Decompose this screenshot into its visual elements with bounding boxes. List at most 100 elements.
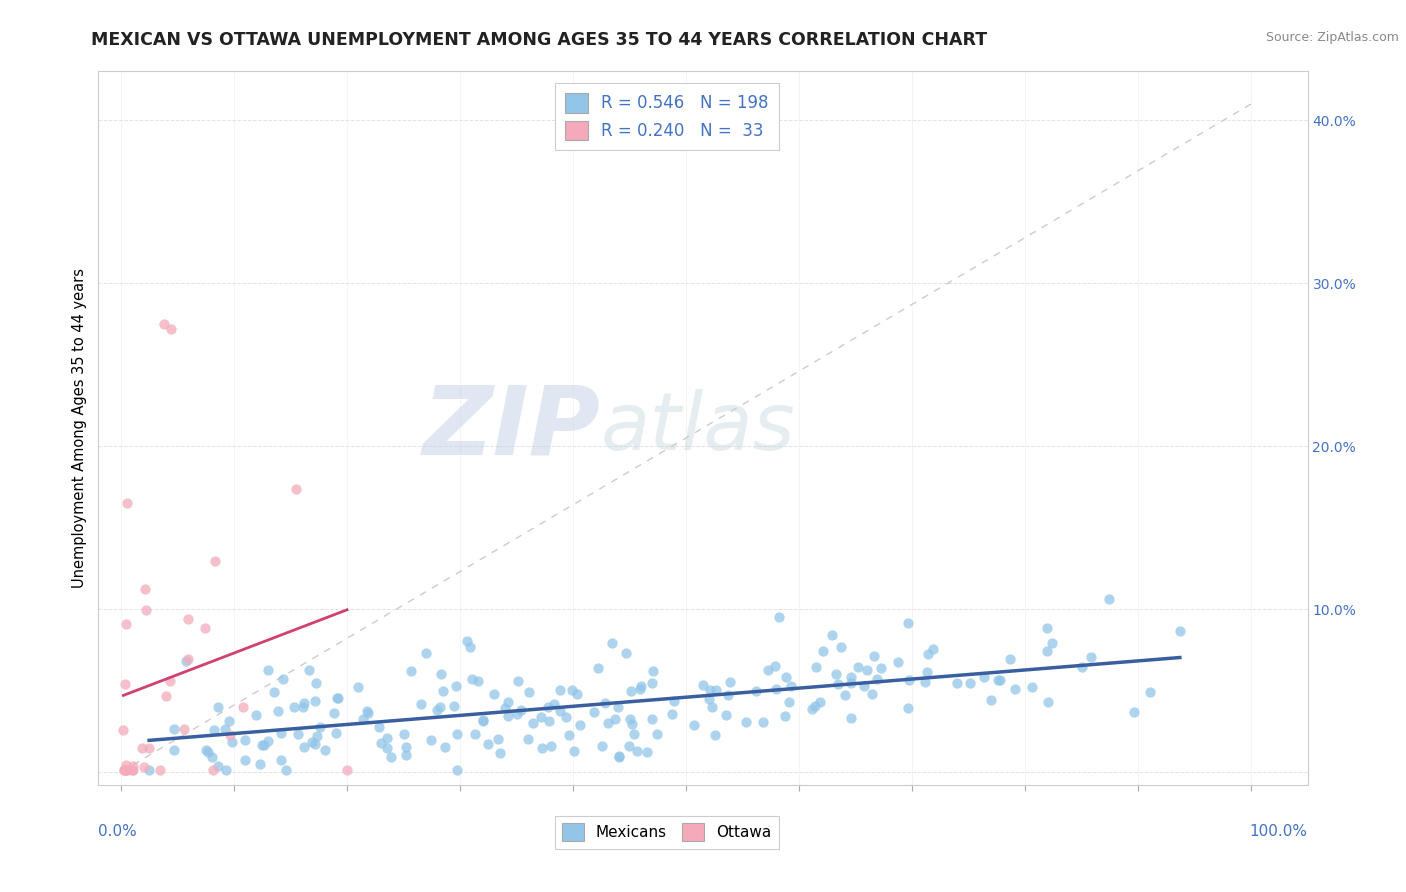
Point	[271, 672, 294, 686]
Point	[804, 698, 827, 713]
Point	[569, 718, 592, 732]
Point	[554, 710, 576, 724]
Point	[287, 726, 309, 740]
Point	[517, 684, 540, 698]
Point	[607, 749, 630, 764]
Point	[352, 712, 374, 726]
Point	[134, 582, 156, 597]
Point	[323, 706, 346, 720]
Point	[548, 704, 571, 718]
Point	[194, 621, 217, 635]
Point	[718, 675, 741, 690]
Point	[115, 758, 138, 772]
Point	[357, 706, 380, 721]
Point	[607, 750, 630, 764]
Point	[270, 753, 292, 767]
Point	[619, 739, 641, 754]
Point	[628, 682, 651, 697]
Point	[249, 756, 271, 771]
Point	[131, 740, 153, 755]
Point	[115, 616, 138, 631]
Point	[897, 701, 920, 715]
Point	[558, 728, 581, 742]
Point	[1080, 649, 1102, 664]
Text: 100.0%: 100.0%	[1250, 824, 1308, 839]
Point	[537, 714, 560, 728]
Point	[1070, 660, 1092, 674]
Point	[714, 707, 737, 722]
Point	[233, 733, 256, 747]
Legend: Mexicans, Ottawa: Mexicans, Ottawa	[554, 816, 779, 848]
Point	[846, 660, 869, 674]
Point	[394, 748, 416, 763]
Point	[506, 707, 529, 722]
Point	[138, 741, 160, 756]
Point	[516, 731, 538, 746]
Point	[163, 722, 186, 736]
Point	[489, 746, 512, 760]
Point	[446, 726, 468, 740]
Point	[155, 689, 177, 703]
Point	[591, 739, 613, 753]
Point	[1038, 695, 1060, 709]
Point	[456, 633, 478, 648]
Point	[510, 703, 533, 717]
Point	[763, 658, 786, 673]
Point	[292, 696, 315, 710]
Point	[606, 699, 628, 714]
Point	[460, 640, 482, 654]
Point	[596, 715, 619, 730]
Point	[214, 722, 236, 736]
Point	[477, 737, 499, 751]
Point	[756, 664, 779, 678]
Point	[897, 615, 920, 630]
Point	[821, 628, 844, 642]
Point	[496, 709, 519, 723]
Point	[583, 705, 606, 719]
Point	[562, 743, 585, 757]
Point	[201, 764, 224, 778]
Point	[550, 682, 572, 697]
Point	[375, 740, 398, 755]
Point	[257, 734, 280, 748]
Point	[998, 652, 1021, 666]
Point	[768, 609, 790, 624]
Point	[356, 704, 378, 718]
Point	[429, 700, 451, 714]
Point	[914, 674, 936, 689]
Point	[270, 726, 292, 740]
Point	[434, 739, 457, 754]
Point	[263, 685, 285, 699]
Point	[325, 726, 347, 740]
Point	[593, 696, 616, 710]
Point	[467, 674, 489, 689]
Point	[915, 665, 938, 680]
Point	[174, 654, 197, 668]
Point	[1004, 681, 1026, 696]
Point	[420, 733, 443, 747]
Point	[486, 732, 509, 747]
Point	[641, 675, 664, 690]
Point	[346, 681, 368, 695]
Point	[267, 704, 290, 718]
Point	[717, 688, 740, 702]
Point	[201, 750, 224, 764]
Point	[1139, 685, 1161, 699]
Point	[176, 652, 198, 666]
Point	[734, 715, 756, 730]
Point	[232, 700, 254, 714]
Point	[112, 723, 135, 737]
Point	[641, 712, 664, 726]
Point	[415, 646, 437, 660]
Point	[537, 700, 560, 714]
Point	[494, 701, 516, 715]
Point	[471, 714, 494, 728]
Point	[827, 677, 849, 691]
Point	[808, 695, 831, 709]
Point	[314, 743, 336, 757]
Point	[529, 710, 551, 724]
Point	[471, 713, 494, 727]
Point	[620, 683, 643, 698]
Point	[367, 720, 389, 734]
Point	[432, 684, 454, 698]
